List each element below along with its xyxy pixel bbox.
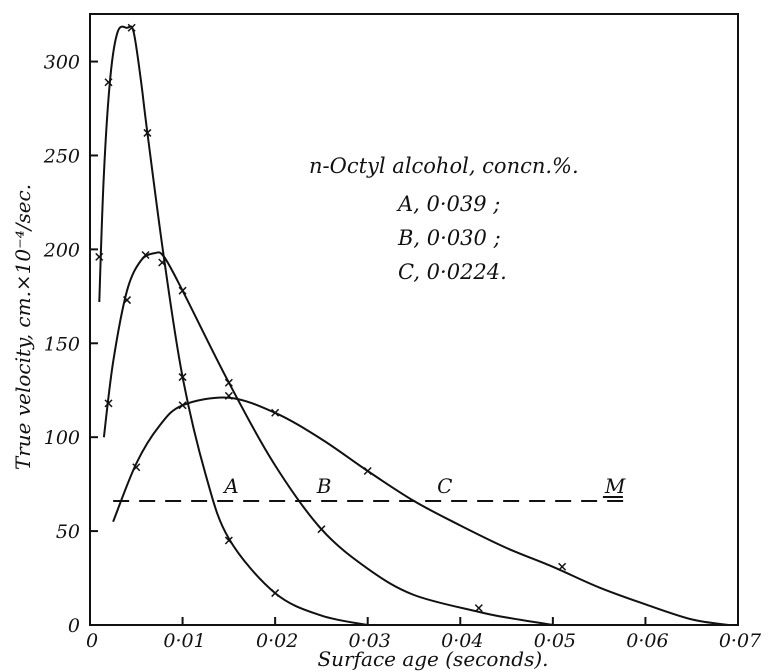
- x-tick-label: 0·06: [626, 630, 668, 652]
- y-tick-label: 250: [43, 145, 80, 167]
- data-point-a: [158, 258, 167, 267]
- y-tick-label: 100: [44, 427, 80, 449]
- x-tick-label: 0·03: [349, 630, 391, 652]
- data-point-a: [224, 536, 233, 545]
- labels-group: 0 0·01 0·02 0·03 0·04 0·05 0·06 0·07 0 50 100 150 20…: [43, 52, 762, 652]
- data-point-c: [271, 408, 280, 417]
- data-point-a: [271, 589, 280, 598]
- data-point-c: [363, 466, 372, 476]
- x-tick-label: 0·05: [534, 630, 576, 652]
- ticks-group: [89, 60, 739, 626]
- data-point-c: [558, 562, 567, 571]
- plot-frame: [89, 13, 739, 626]
- legend: n-Octyl alcohol, concn.%. A, 0·039 ; B, …: [309, 154, 579, 284]
- y-axis-title: True velocity, cm.×10⁻⁴/sec.: [11, 184, 35, 470]
- plot-frame-group: [89, 13, 739, 626]
- series-label-c: C: [437, 474, 452, 498]
- series-label-b: B: [316, 474, 332, 498]
- data-point-c: [224, 391, 233, 400]
- series-label-a: A: [222, 474, 238, 498]
- series-line-c: [112, 396, 729, 626]
- series-group: [95, 23, 729, 626]
- x-tick-label: 0·02: [256, 630, 298, 652]
- data-point-c: [178, 401, 187, 410]
- x-axis-title: Surface age (seconds).: [317, 647, 548, 671]
- data-point-b: [474, 604, 483, 613]
- legend-entry-b: B, 0·030 ;: [397, 226, 501, 250]
- data-point-a: [104, 78, 113, 87]
- y-tick-label: 200: [43, 239, 80, 261]
- data-point-a: [178, 373, 187, 382]
- x-tick-label: 0: [86, 630, 98, 652]
- legend-entry-c: C, 0·0224.: [398, 260, 507, 284]
- legend-title: n-Octyl alcohol, concn.%.: [309, 154, 579, 178]
- data-point-b: [122, 296, 132, 305]
- data-point-b: [141, 250, 150, 260]
- y-tick-label: 50: [56, 521, 80, 543]
- legend-entry-a: A, 0·039 ;: [396, 192, 500, 216]
- x-tick-label: 0·01: [163, 630, 205, 652]
- y-tick-label: 0: [68, 615, 80, 637]
- data-point-a: [143, 128, 152, 137]
- x-tick-label: 0·07: [719, 630, 762, 652]
- y-tick-label: 150: [44, 333, 80, 355]
- data-point-c: [132, 463, 141, 472]
- data-point-b: [104, 399, 113, 408]
- data-point-b: [224, 378, 233, 387]
- series-line-a: [98, 25, 368, 626]
- data-point-a: [127, 23, 136, 32]
- data-point-a: [95, 252, 104, 261]
- y-tick-label: 300: [44, 52, 80, 74]
- reference-line-label: M: [604, 474, 626, 498]
- data-point-b: [317, 525, 326, 534]
- data-point-b: [178, 286, 187, 295]
- x-tick-label: 0·04: [441, 630, 483, 652]
